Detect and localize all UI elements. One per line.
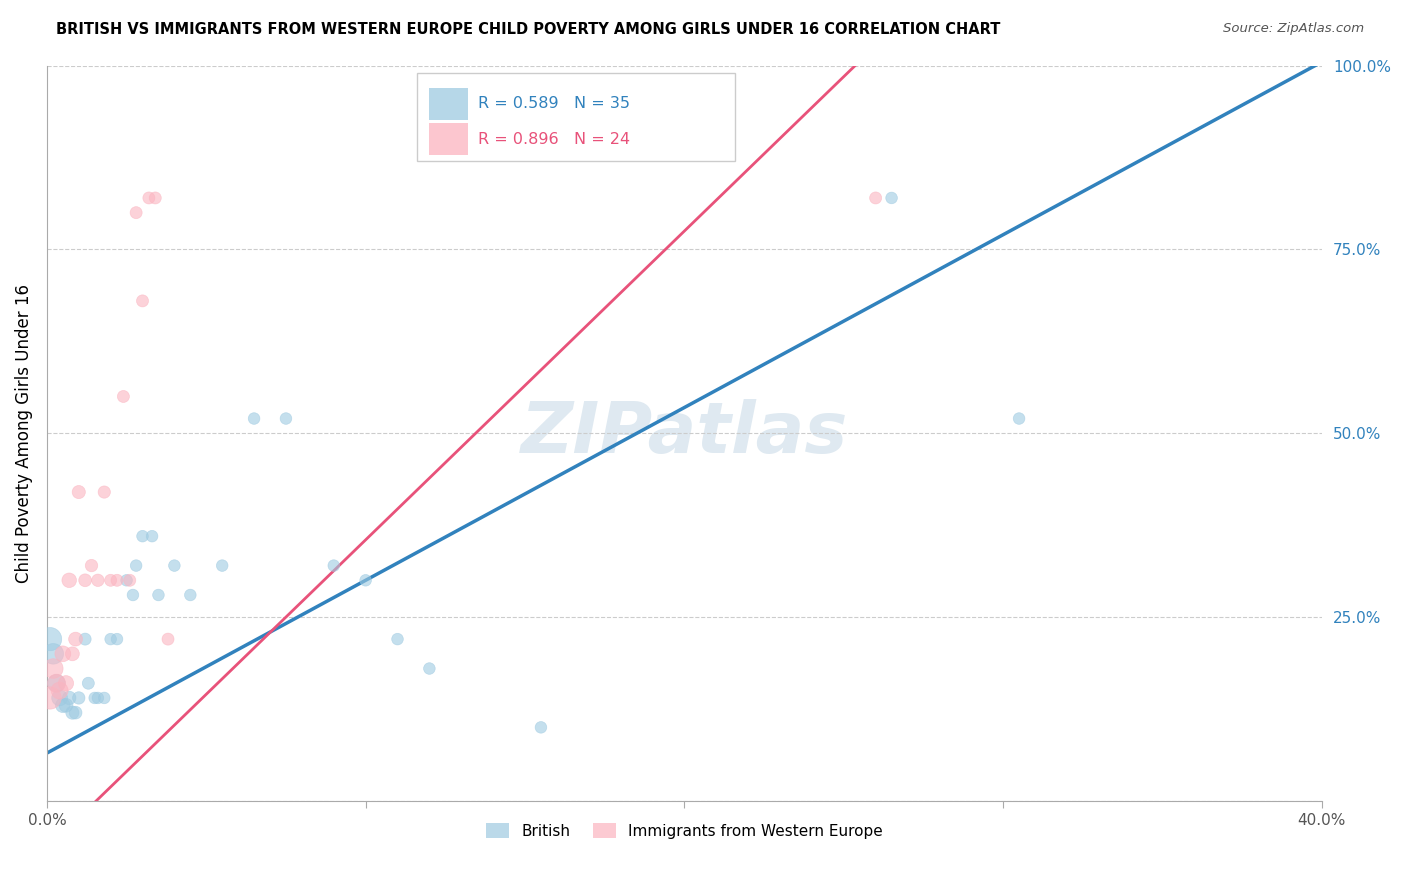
Point <box>143 191 166 205</box>
Point <box>179 588 201 602</box>
Point <box>52 698 75 713</box>
Point <box>100 574 122 588</box>
Point <box>156 632 179 647</box>
Point <box>58 690 80 705</box>
Point <box>75 574 97 588</box>
Point <box>1008 411 1031 425</box>
Point <box>45 676 67 690</box>
FancyBboxPatch shape <box>416 73 735 161</box>
Point <box>105 632 128 647</box>
Text: R = 0.589   N = 35: R = 0.589 N = 35 <box>478 96 630 112</box>
Point <box>93 485 115 500</box>
Point <box>880 191 903 205</box>
Point <box>138 191 160 205</box>
Bar <box>429 123 468 155</box>
Point <box>112 389 135 403</box>
Point <box>141 529 163 543</box>
Point <box>39 632 62 647</box>
Point <box>65 706 87 720</box>
Point <box>75 632 97 647</box>
Point <box>105 574 128 588</box>
Point <box>42 661 65 675</box>
Point <box>55 676 77 690</box>
Bar <box>429 87 468 120</box>
Point <box>115 574 138 588</box>
Point <box>55 698 77 713</box>
Point <box>100 632 122 647</box>
Point <box>125 558 148 573</box>
Point <box>80 558 103 573</box>
Point <box>48 690 70 705</box>
Point <box>45 676 67 690</box>
Point <box>122 588 145 602</box>
Point <box>418 661 440 675</box>
Point <box>274 411 297 425</box>
Point <box>42 647 65 661</box>
Point <box>148 588 170 602</box>
Text: R = 0.896   N = 24: R = 0.896 N = 24 <box>478 132 630 146</box>
Point <box>211 558 233 573</box>
Point <box>243 411 266 425</box>
Text: ZIPatlas: ZIPatlas <box>520 399 848 467</box>
Point <box>87 574 110 588</box>
Text: BRITISH VS IMMIGRANTS FROM WESTERN EUROPE CHILD POVERTY AMONG GIRLS UNDER 16 COR: BRITISH VS IMMIGRANTS FROM WESTERN EUROP… <box>56 22 1001 37</box>
Point <box>865 191 887 205</box>
Point <box>387 632 409 647</box>
Point <box>131 529 153 543</box>
Point <box>118 574 141 588</box>
Legend: British, Immigrants from Western Europe: British, Immigrants from Western Europe <box>479 816 889 845</box>
Point <box>93 690 115 705</box>
Point <box>39 690 62 705</box>
Point <box>131 293 153 308</box>
Point <box>60 706 83 720</box>
Point <box>67 485 90 500</box>
Point <box>125 205 148 219</box>
Point <box>48 683 70 698</box>
Point <box>83 690 105 705</box>
Text: Source: ZipAtlas.com: Source: ZipAtlas.com <box>1223 22 1364 36</box>
Point <box>52 647 75 661</box>
Point <box>322 558 344 573</box>
Point <box>87 690 110 705</box>
Point <box>530 720 553 734</box>
Point <box>58 574 80 588</box>
Point <box>67 690 90 705</box>
Point <box>354 574 377 588</box>
Point <box>77 676 100 690</box>
Y-axis label: Child Poverty Among Girls Under 16: Child Poverty Among Girls Under 16 <box>15 284 32 582</box>
Point <box>65 632 87 647</box>
Point <box>60 647 83 661</box>
Point <box>163 558 186 573</box>
